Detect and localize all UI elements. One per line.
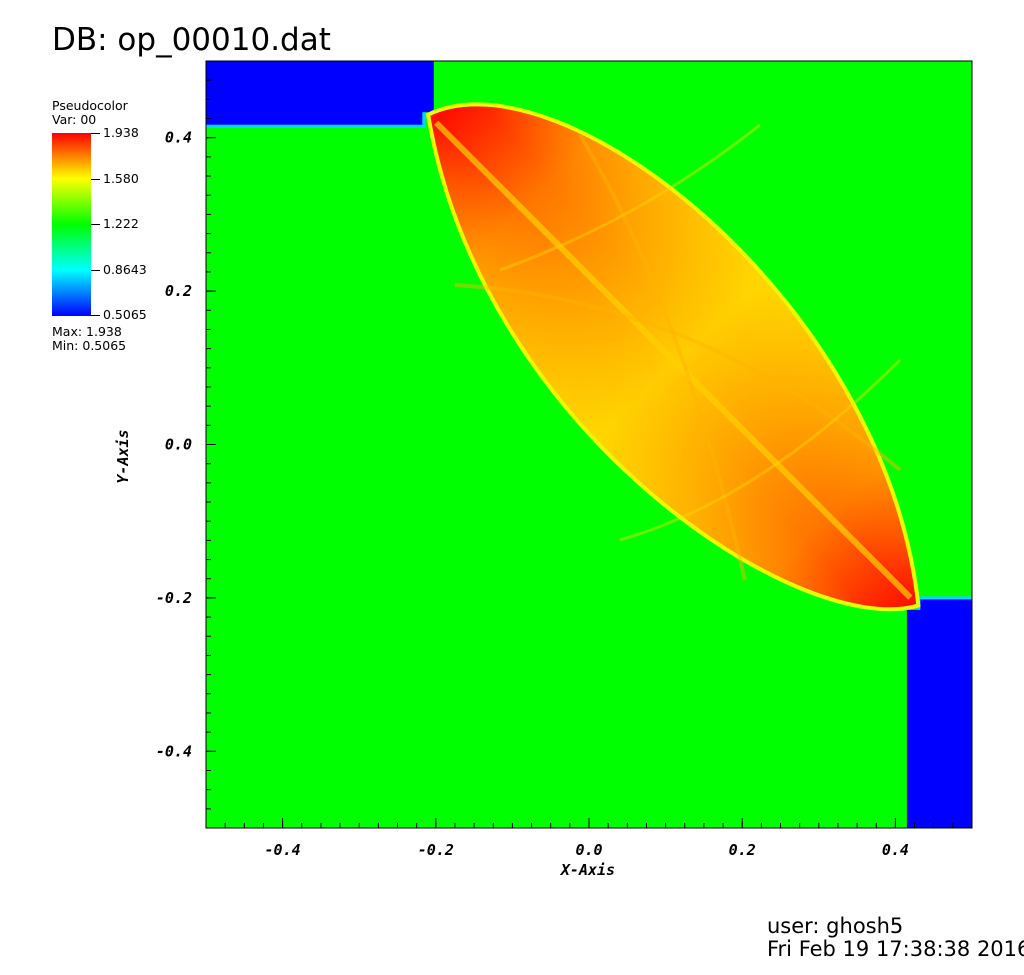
x-tick-label: -0.4 (265, 841, 301, 859)
colorbar-tick (91, 133, 100, 134)
x-tick-label: 0.2 (729, 841, 756, 859)
low-density-block-top-left-edge (421, 61, 434, 113)
lens-internal-wave (499, 123, 761, 272)
colorbar-tick-label: 0.5065 (103, 307, 147, 322)
colorbar-tick-label: 1.222 (103, 216, 139, 231)
colorbar-tick (91, 224, 100, 225)
x-axis-title: X-Axis (559, 861, 615, 879)
colorbar-tick (91, 315, 100, 316)
low-density-block-top-left (206, 61, 426, 128)
lens-internal-wave (578, 133, 747, 581)
y-axis-title: Y-Axis (114, 429, 132, 483)
y-tick-label: 0.0 (165, 436, 192, 454)
footer-user: user: ghosh5 (767, 914, 904, 938)
lens-internal-wave (619, 358, 902, 542)
colorbar-tick-label: 0.8643 (103, 262, 147, 277)
colorbar-tick (91, 179, 100, 180)
x-tick-label: -0.2 (418, 841, 454, 859)
colorbar-tick-label: 1.580 (103, 171, 139, 186)
y-tick-label: -0.4 (156, 742, 192, 760)
x-tick-label: 0.4 (882, 841, 909, 859)
colorbar-tick-label: 1.938 (103, 125, 139, 140)
low-density-block-bottom-right (917, 596, 972, 828)
y-tick-label: 0.2 (165, 282, 192, 300)
legend-plot-type: Pseudocolor (52, 98, 128, 113)
lens-internal-wave (454, 283, 902, 472)
x-tick-label: 0.0 (575, 841, 602, 859)
legend-min: Min: 0.5065 (52, 338, 127, 353)
y-tick-label: 0.4 (165, 129, 192, 147)
legend-variable-name: Var: 00 (52, 112, 97, 127)
plot-title: DB: op_00010.dat (52, 22, 331, 58)
footer-date: Fri Feb 19 17:38:38 2016 (767, 937, 1024, 961)
legend-max: Max: 1.938 (52, 324, 122, 339)
colorbar-tick (91, 270, 100, 271)
colorbar (52, 133, 91, 316)
y-tick-label: -0.2 (156, 589, 192, 607)
low-density-block-bottom-right-edge (906, 609, 921, 828)
lens-diagonal-shock (434, 120, 913, 600)
